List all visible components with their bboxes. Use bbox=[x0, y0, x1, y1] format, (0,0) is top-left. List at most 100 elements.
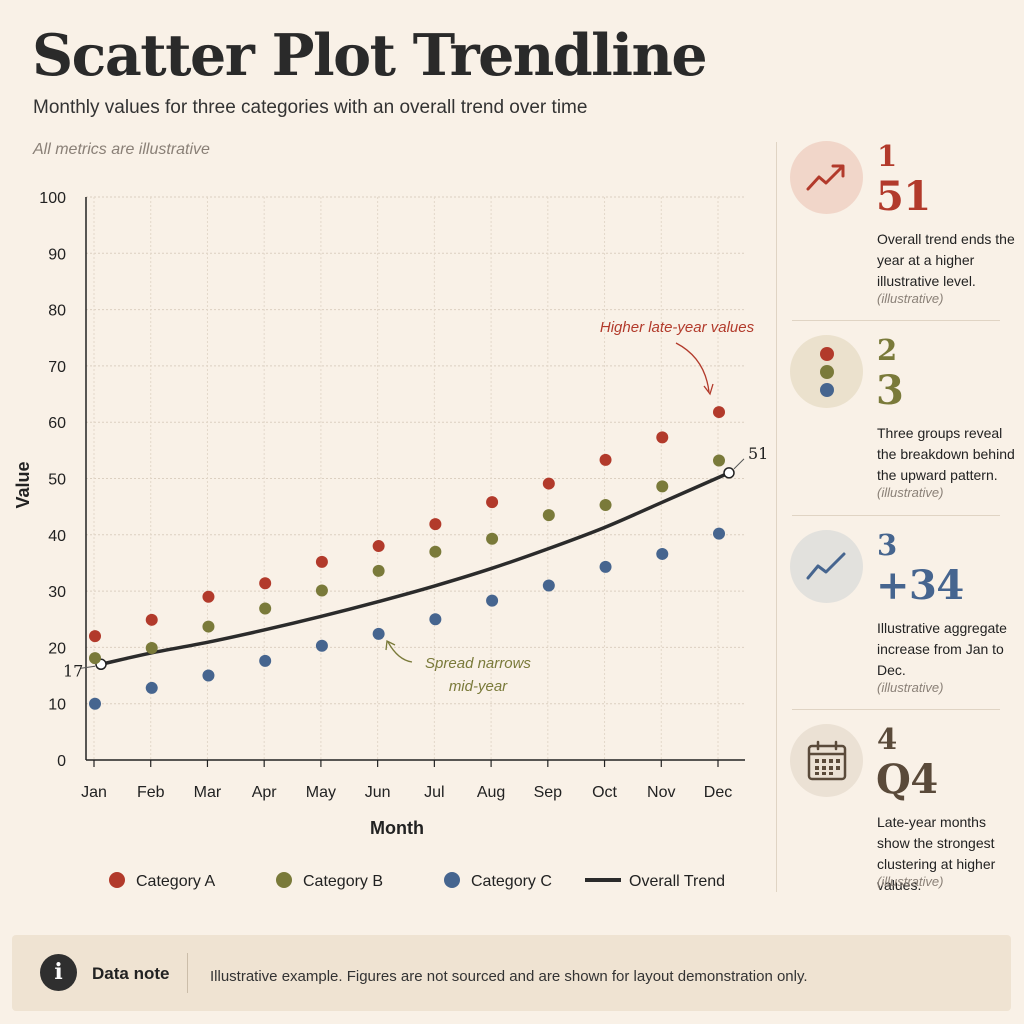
card-number: 3 bbox=[877, 528, 898, 562]
chart-legend: Category A Category B Category C Overall Tr… bbox=[109, 872, 725, 890]
annotation-arrowhead-high bbox=[703, 383, 714, 396]
y-tick-label: 90 bbox=[48, 246, 66, 263]
category-b-point bbox=[145, 641, 158, 654]
trend-end-leader bbox=[733, 458, 745, 470]
stat-card-1: 1 51 Overall trend ends the year at a hi… bbox=[790, 139, 1020, 331]
scatter-chart: 0 10 20 30 40 50 60 70 80 90 100 Jan Feb Mar Apr May Jun… bbox=[13, 190, 768, 890]
category-a-point bbox=[656, 431, 669, 444]
legend-label: Overall Trend bbox=[629, 873, 725, 890]
illustrative-note: All metrics are illustrative bbox=[33, 141, 210, 158]
footer-separator bbox=[187, 953, 188, 993]
category-b-point bbox=[315, 584, 328, 597]
category-a-point bbox=[429, 518, 442, 531]
y-tick-label: 20 bbox=[48, 640, 66, 657]
category-c-point bbox=[259, 654, 272, 667]
x-tick-label: Nov bbox=[647, 784, 675, 801]
category-b-point bbox=[486, 532, 499, 545]
trend-end-label: 51 bbox=[748, 444, 768, 463]
card-number: 4 bbox=[877, 722, 898, 756]
category-b-point bbox=[542, 509, 555, 522]
category-b-point bbox=[372, 564, 385, 577]
legend-marker bbox=[276, 872, 292, 888]
category-c-point bbox=[145, 681, 158, 694]
card-divider bbox=[792, 515, 1000, 516]
annotation-arrow-high bbox=[675, 342, 710, 393]
category-a-point bbox=[89, 630, 101, 643]
data-note-bar: i Data note Illustrative example. Figure… bbox=[12, 935, 1011, 1011]
category-c-point bbox=[372, 627, 385, 640]
category-a-point bbox=[486, 496, 499, 509]
category-c-point bbox=[429, 613, 442, 626]
card-description: Illustrative aggregate increase from Jan… bbox=[877, 620, 1007, 678]
category-a-point bbox=[202, 590, 215, 603]
x-axis-label: Month bbox=[370, 818, 424, 838]
legend-label: Category C bbox=[471, 873, 552, 890]
card-divider bbox=[792, 709, 1000, 710]
chart-grid bbox=[86, 196, 745, 760]
y-tick-label: 0 bbox=[57, 753, 66, 770]
card-tag: (illustrative) bbox=[877, 874, 944, 889]
card-value: 51 bbox=[876, 173, 931, 220]
stat-card-2: 2 3 Three groups reveal the breakdown be… bbox=[790, 333, 1020, 525]
y-tick-label: 10 bbox=[48, 697, 66, 714]
x-tick-label: Jul bbox=[424, 784, 444, 801]
card-tag: (illustrative) bbox=[877, 291, 944, 306]
legend-marker bbox=[109, 872, 125, 888]
y-tick-label: 80 bbox=[48, 303, 66, 320]
category-a-point bbox=[259, 577, 272, 590]
category-c-point bbox=[315, 639, 328, 652]
card-tag: (illustrative) bbox=[877, 485, 944, 500]
card-divider bbox=[792, 320, 1000, 321]
y-tick-label: 30 bbox=[48, 584, 66, 601]
three-dots-icon bbox=[790, 335, 863, 408]
annotation-spread-line-1: Spread narrows bbox=[425, 655, 531, 672]
category-c-point bbox=[599, 560, 612, 573]
category-c-point bbox=[542, 579, 555, 592]
trend-start-leader bbox=[80, 665, 96, 669]
trend-line bbox=[99, 471, 731, 667]
category-b-point bbox=[429, 545, 442, 558]
data-note-label: Data note bbox=[92, 964, 170, 983]
category-b-point bbox=[599, 498, 612, 511]
sidebar-divider bbox=[776, 142, 777, 892]
x-tick-label: Sep bbox=[534, 784, 563, 801]
trend-up-arrow-icon bbox=[790, 141, 863, 214]
category-a-point bbox=[542, 477, 555, 490]
category-a-point bbox=[713, 406, 725, 419]
chart-axes: 0 10 20 30 40 50 60 70 80 90 100 Jan Feb Mar Apr May Jun… bbox=[13, 190, 745, 838]
card-description: Three groups reveal the breakdown behind… bbox=[877, 425, 1015, 483]
x-tick-label: Jun bbox=[365, 784, 391, 801]
points-layer bbox=[89, 406, 725, 710]
legend-marker bbox=[444, 872, 460, 888]
trend-end-marker bbox=[723, 467, 735, 479]
category-c-point bbox=[486, 594, 499, 607]
y-tick-label: 50 bbox=[48, 472, 66, 489]
x-tick-label: Dec bbox=[704, 784, 732, 801]
trend-line-icon bbox=[790, 530, 863, 603]
x-tick-label: Mar bbox=[194, 784, 222, 801]
category-b-point bbox=[259, 602, 272, 615]
category-c-point bbox=[656, 547, 669, 560]
category-b-point bbox=[89, 652, 101, 665]
card-value: 3 bbox=[876, 367, 904, 414]
x-tick-label: Oct bbox=[592, 784, 617, 801]
card-number: 2 bbox=[877, 333, 898, 367]
category-b-point bbox=[656, 480, 669, 493]
annotation-arrow-spread bbox=[387, 641, 413, 663]
card-number: 1 bbox=[877, 139, 898, 173]
card-value: +34 bbox=[876, 562, 964, 609]
y-tick-label: 70 bbox=[48, 359, 66, 376]
calendar-icon bbox=[790, 724, 863, 797]
legend-label: Category B bbox=[303, 873, 383, 890]
stat-card-3: 3 +34 Illustrative aggregate increase fr… bbox=[790, 528, 1020, 720]
card-description: Late-year months show the strongest clus… bbox=[877, 814, 996, 893]
x-tick-label: Apr bbox=[252, 784, 278, 801]
y-tick-label: 40 bbox=[48, 528, 66, 545]
card-description: Overall trend ends the year at a higher … bbox=[877, 231, 1015, 289]
category-a-point bbox=[315, 555, 328, 568]
x-tick-label: May bbox=[306, 784, 336, 801]
page-title: Scatter Plot Trendline bbox=[32, 22, 708, 89]
category-b-point bbox=[713, 454, 725, 467]
card-tag: (illustrative) bbox=[877, 680, 944, 695]
